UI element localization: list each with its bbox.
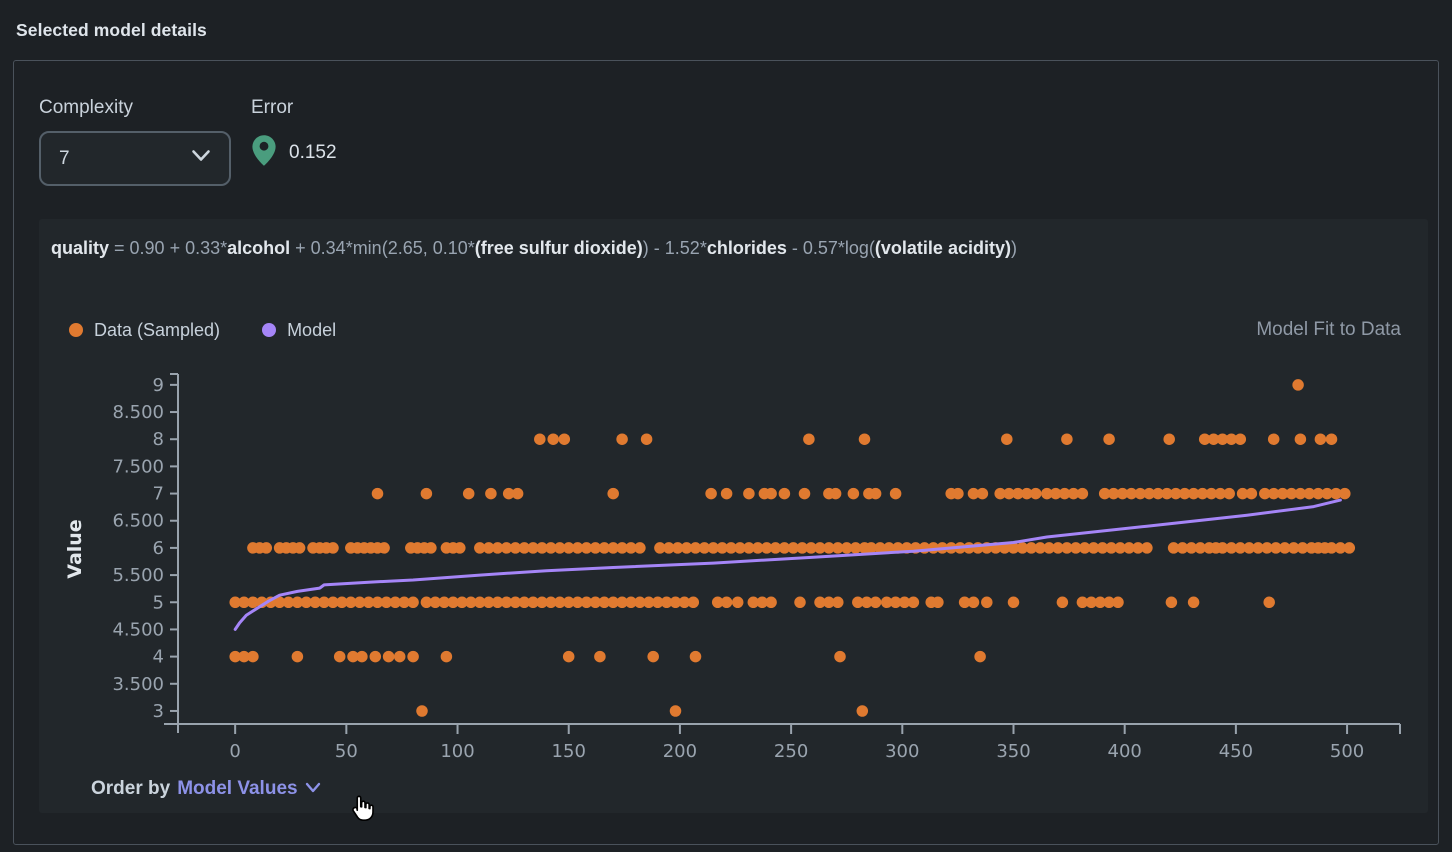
page-title: Selected model details xyxy=(16,20,207,40)
formula-operator: - 0.57*log( xyxy=(786,238,875,258)
error-label: Error xyxy=(251,97,294,118)
svg-text:100: 100 xyxy=(440,741,474,762)
svg-text:250: 250 xyxy=(774,741,808,762)
formula-variable: chlorides xyxy=(706,238,787,258)
legend-item-data-sampled[interactable]: Data (Sampled) xyxy=(69,320,220,341)
formula-variable: (free sulfur dioxide) xyxy=(474,238,643,258)
legend-label-data-sampled: Data (Sampled) xyxy=(94,319,221,340)
complexity-selected-value: 7 xyxy=(59,147,70,169)
formula-variable: quality xyxy=(51,238,110,258)
scatter-plot: 3 3.500 4 4.500 5 5.500 6 6.500 7 7.500 8 8.500 9 0 50… xyxy=(64,373,1401,762)
order-by-row: Order by Model Values xyxy=(91,773,374,821)
error-control: Error 0.152 xyxy=(251,96,337,169)
legend-item-model[interactable]: Model xyxy=(262,320,336,341)
cursor-pointer-icon xyxy=(347,793,377,829)
order-by-label: Order by xyxy=(91,778,171,799)
svg-text:6.500: 6.500 xyxy=(112,511,164,532)
chart-title: Model Fit to Data xyxy=(1256,319,1401,340)
error-value: 0.152 xyxy=(289,141,337,163)
svg-text:300: 300 xyxy=(885,741,919,762)
legend-label-model: Model xyxy=(287,319,337,340)
svg-text:6: 6 xyxy=(153,538,164,559)
legend-marker-data-icon xyxy=(69,323,83,337)
formula-operator: ) xyxy=(1010,238,1017,258)
svg-text:7.500: 7.500 xyxy=(112,456,164,477)
chevron-down-icon xyxy=(305,778,321,800)
svg-text:8: 8 xyxy=(153,429,164,450)
svg-text:150: 150 xyxy=(552,741,586,762)
formula-operator: = 0.90 + 0.33* xyxy=(109,238,228,258)
svg-text:Value: Value xyxy=(64,519,86,578)
svg-text:450: 450 xyxy=(1219,741,1253,762)
svg-text:8.500: 8.500 xyxy=(112,402,164,423)
model-formula: quality = 0.90 + 0.33*alcohol + 0.34*min… xyxy=(51,235,1017,261)
complexity-label: Complexity xyxy=(39,97,133,118)
chart-card: quality = 0.90 + 0.33*alcohol + 0.34*min… xyxy=(39,219,1428,821)
svg-text:9: 9 xyxy=(153,375,164,396)
svg-text:400: 400 xyxy=(1108,741,1142,762)
svg-text:4: 4 xyxy=(153,647,164,668)
svg-text:0: 0 xyxy=(229,741,240,762)
complexity-select[interactable]: 7 xyxy=(39,131,231,186)
svg-text:5: 5 xyxy=(153,592,164,613)
legend-marker-model-icon xyxy=(262,323,277,337)
svg-text:200: 200 xyxy=(663,741,697,762)
svg-text:7: 7 xyxy=(153,484,164,505)
svg-text:3: 3 xyxy=(153,701,164,722)
complexity-control: Complexity 7 xyxy=(39,96,231,186)
svg-text:5.500: 5.500 xyxy=(112,565,164,586)
formula-operator: ) - 1.52* xyxy=(642,238,707,258)
svg-text:350: 350 xyxy=(996,741,1030,762)
location-pin-icon xyxy=(251,134,277,172)
chart-legend: Data (Sampled) Model Model Fit to Data xyxy=(69,315,1401,345)
svg-text:500: 500 xyxy=(1330,741,1364,762)
svg-text:50: 50 xyxy=(335,741,358,762)
order-by-select[interactable]: Model Values xyxy=(177,778,320,800)
order-by-value: Model Values xyxy=(177,778,298,799)
svg-text:3.500: 3.500 xyxy=(112,674,164,695)
model-details-panel: Complexity 7 Error 0.152 quality = 0.90 … xyxy=(13,60,1439,845)
formula-operator: + 0.34*min(2.65, 0.10* xyxy=(290,238,475,258)
chevron-down-icon xyxy=(191,149,211,168)
formula-variable: (volatile acidity) xyxy=(874,238,1011,258)
svg-text:4.500: 4.500 xyxy=(112,619,164,640)
formula-variable: alcohol xyxy=(227,238,291,258)
